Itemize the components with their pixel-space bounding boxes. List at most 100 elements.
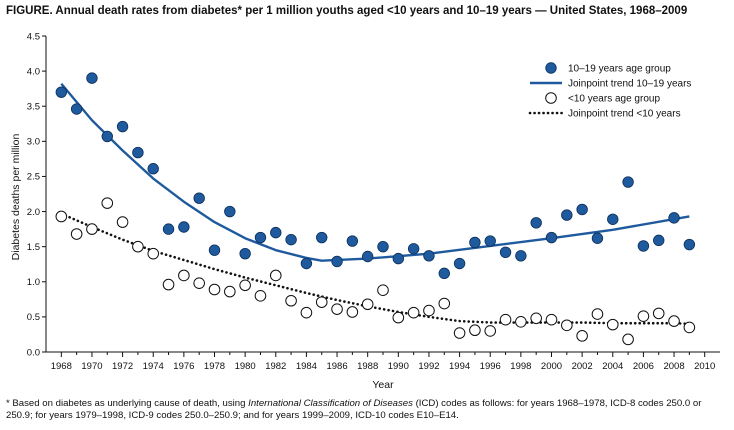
point-10-19: [101, 130, 113, 143]
point-under-10: [469, 324, 481, 337]
point-10-19: [300, 257, 313, 270]
point-under-10: [315, 296, 328, 308]
y-tick-label: 0.5: [27, 312, 40, 323]
x-tick-label: 2002: [572, 361, 593, 372]
x-axis-label: Year: [372, 379, 394, 391]
y-tick-label: 3.0: [27, 137, 40, 148]
x-tick-label: 1968: [51, 361, 72, 372]
legend-label: 10–19 years age group: [568, 64, 671, 75]
y-ticks: 0.0 0.5 1.0 1.5 2.0 2.5 3.0 3.5 4.0 4.5: [27, 31, 46, 358]
point-under-10: [101, 197, 114, 209]
x-ticks: 1968 1970 1972 1974 1976 1978 1980 1982 1984 1986…: [51, 352, 715, 372]
x-tick-label: 1980: [235, 361, 256, 372]
point-10-19: [377, 240, 389, 253]
point-10-19: [70, 103, 83, 115]
x-tick-label: 1990: [388, 361, 409, 372]
trend-line-under-10: [60, 212, 691, 326]
point-10-19: [622, 176, 634, 188]
point-10-19: [607, 213, 619, 225]
point-10-19: [285, 233, 297, 246]
point-under-10: [193, 277, 205, 289]
x-tick-label: 2000: [541, 361, 562, 372]
point-10-19: [116, 120, 129, 133]
legend-label: Joinpoint trend <10 years: [568, 109, 681, 120]
point-under-10: [86, 223, 98, 235]
point-under-10: [438, 297, 451, 310]
footnote-italic: International Classification of Diseases: [248, 398, 413, 409]
legend-label: Joinpoint trend 10–19 years: [568, 79, 691, 90]
point-under-10: [116, 216, 129, 228]
x-tick-label: 1994: [449, 361, 470, 372]
point-10-19: [438, 267, 450, 280]
point-10-19: [361, 250, 374, 263]
point-10-19: [668, 212, 680, 224]
point-under-10: [224, 285, 236, 298]
point-10-19: [162, 223, 175, 235]
footnote-prefix: * Based on diabetes as underlying cause …: [6, 398, 249, 409]
point-under-10: [377, 284, 389, 297]
point-under-10: [652, 307, 665, 320]
y-axis-label: Diabetes deaths per million: [10, 134, 22, 261]
footnote-suffix: (ICD) codes as follows: for years 1968–1…: [6, 398, 702, 421]
point-10-19: [423, 250, 435, 262]
point-10-19: [392, 252, 405, 265]
point-under-10: [285, 294, 297, 307]
point-under-10: [239, 279, 251, 292]
x-tick-label: 2006: [633, 361, 654, 372]
chart: 0.00.51.01.52.02.53.03.54.04.5 1968 1970 1…: [10, 31, 720, 391]
point-10-19: [270, 226, 282, 239]
x-tick-label: 1986: [326, 361, 347, 372]
point-under-10: [637, 310, 650, 322]
point-under-10: [668, 315, 680, 327]
y-tick-label: 3.5: [27, 102, 40, 113]
point-under-10: [55, 210, 68, 223]
x-tick-label: 1996: [480, 361, 501, 372]
legend-label: <10 years age group: [568, 94, 660, 105]
figure-title: FIGURE. Annual death rates from diabetes…: [6, 5, 688, 17]
point-under-10: [499, 313, 512, 326]
point-10-19: [499, 246, 512, 258]
y-tick-label: 2.0: [27, 207, 40, 218]
point-10-19: [239, 247, 251, 260]
trend-line-10-19: [60, 82, 690, 262]
point-10-19: [591, 232, 604, 244]
point-under-10: [300, 306, 313, 319]
x-tick-label: 1982: [265, 361, 286, 372]
point-10-19: [193, 192, 205, 204]
point-under-10: [254, 290, 267, 302]
point-under-10: [346, 306, 359, 318]
x-tick-label: 1976: [173, 361, 194, 372]
point-under-10: [683, 321, 696, 334]
point-under-10: [606, 318, 619, 331]
point-under-10: [515, 316, 527, 328]
x-tick-label: 1978: [204, 361, 225, 372]
point-under-10: [392, 311, 405, 324]
point-10-19: [331, 255, 343, 268]
point-under-10: [269, 269, 282, 282]
point-10-19: [254, 231, 267, 244]
point-10-19: [453, 257, 466, 270]
y-tick-label: 0.0: [27, 347, 40, 358]
point-under-10: [178, 269, 190, 282]
point-10-19: [515, 250, 527, 262]
legend-marker: [545, 62, 557, 74]
x-tick-label: 2010: [694, 361, 715, 372]
trend-lines: [60, 82, 691, 326]
x-tick-label: 1984: [296, 361, 317, 372]
y-tick-label: 1.0: [27, 277, 40, 288]
point-under-10: [208, 283, 221, 296]
legend-marker: [545, 92, 557, 104]
point-under-10: [576, 330, 588, 342]
data-points: [55, 72, 696, 346]
point-10-19: [530, 217, 542, 229]
y-tick-label: 4.0: [27, 66, 40, 77]
point-under-10: [453, 327, 466, 339]
point-under-10: [423, 304, 435, 317]
point-10-19: [147, 163, 159, 175]
point-under-10: [484, 325, 497, 337]
point-10-19: [316, 231, 328, 244]
point-10-19: [208, 244, 221, 256]
point-10-19: [178, 221, 190, 233]
point-10-19: [86, 72, 98, 84]
point-under-10: [147, 247, 160, 260]
